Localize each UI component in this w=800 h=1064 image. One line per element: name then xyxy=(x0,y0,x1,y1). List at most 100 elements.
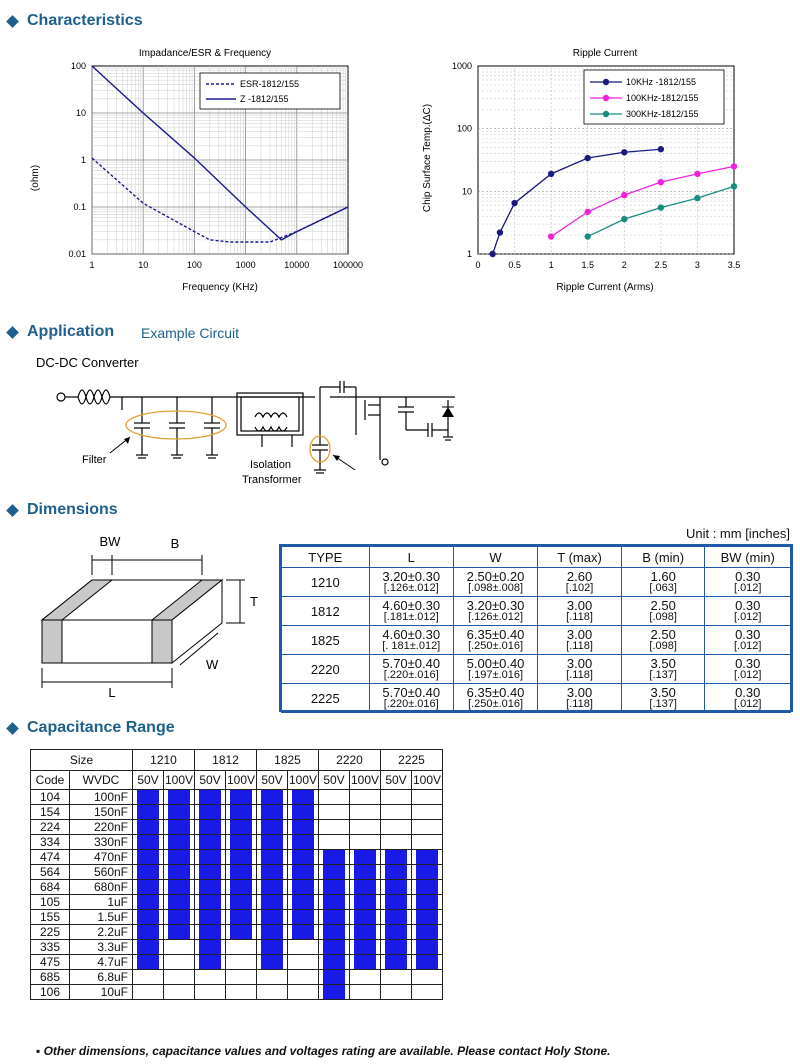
label-b: B xyxy=(171,536,180,551)
available-cell xyxy=(163,849,195,865)
y-axis-label: (ohm) xyxy=(30,165,41,191)
label-w: W xyxy=(206,657,219,672)
value-cell: 100nF xyxy=(69,789,133,805)
unit-note: Unit : mm [inches] xyxy=(685,526,790,541)
available-cell xyxy=(411,924,443,940)
availability-bar xyxy=(137,820,159,834)
available-cell xyxy=(318,984,350,1000)
available-cell xyxy=(380,909,412,925)
code-cell: 335 xyxy=(30,939,70,955)
empty-cell xyxy=(256,969,288,985)
y-tick-label: 10 xyxy=(76,108,86,118)
legend-label: 10KHz -1812/155 xyxy=(626,77,696,87)
empty-cell xyxy=(349,789,381,805)
value-cell: 330nF xyxy=(69,834,133,850)
available-cell xyxy=(349,909,381,925)
inch-value: [.118] xyxy=(566,698,593,710)
y-tick-label: 10 xyxy=(462,186,472,196)
chip-dimension-diagram: BW B T W L xyxy=(40,534,258,700)
inch-value: [.126±.012] xyxy=(383,582,439,594)
x-tick-label: 3 xyxy=(695,260,700,270)
isolation-label: Isolation xyxy=(250,459,291,471)
dim-value-cell: 2.50±0.20 [.098±.008] xyxy=(452,567,539,597)
inch-value: [.012] xyxy=(733,640,762,652)
mm-value: 3.50 xyxy=(650,656,676,671)
availability-bar xyxy=(199,865,221,879)
empty-cell xyxy=(132,984,164,1000)
empty-cell xyxy=(287,939,319,955)
inch-value: [.250±.016] xyxy=(468,698,524,710)
availability-bar xyxy=(261,850,283,864)
empty-cell xyxy=(225,969,257,985)
size-label: Size xyxy=(30,749,133,771)
table-row: 334 330nF xyxy=(30,834,443,850)
availability-bar xyxy=(199,880,221,894)
available-cell xyxy=(163,909,195,925)
available-cell xyxy=(194,894,226,910)
inch-value: [.220±.016] xyxy=(383,698,439,710)
availability-bar xyxy=(292,865,314,879)
available-cell xyxy=(287,819,319,835)
voltage-header: 100V xyxy=(349,770,381,790)
inch-value: [.012] xyxy=(733,582,762,594)
mm-value: 2.50±0.20 xyxy=(466,569,525,584)
availability-bar xyxy=(168,895,190,909)
empty-cell xyxy=(349,819,381,835)
legend-marker xyxy=(602,94,610,102)
availability-bar xyxy=(137,790,159,804)
available-cell xyxy=(318,894,350,910)
data-point xyxy=(694,194,701,202)
size-header: 2220 xyxy=(318,749,381,771)
availability-bar xyxy=(199,835,221,849)
availability-bar xyxy=(137,910,159,924)
code-cell: 155 xyxy=(30,909,70,925)
table-row: 474 470nF xyxy=(30,849,443,865)
mm-value: 3.00 xyxy=(566,656,593,671)
inch-value: [.118] xyxy=(566,611,593,623)
value-cell: 560nF xyxy=(69,864,133,880)
available-cell xyxy=(411,864,443,880)
availability-bar xyxy=(323,940,345,954)
inch-value: [.098±.008] xyxy=(468,582,524,594)
value-cell: 10uF xyxy=(69,984,133,1000)
type-cell: 2220 xyxy=(281,654,370,684)
diamond-icon xyxy=(6,503,19,517)
x-tick-label: 2 xyxy=(622,260,627,270)
available-cell xyxy=(194,849,226,865)
availability-bar xyxy=(292,850,314,864)
available-cell xyxy=(132,864,164,880)
available-cell xyxy=(349,849,381,865)
legend-label: 100KHz-1812/155 xyxy=(626,93,699,103)
dim-value-cell: 3.50 [.137] xyxy=(620,683,706,713)
inch-value: [.250±.016] xyxy=(468,640,524,652)
inch-value: [.220±.016] xyxy=(383,669,439,681)
empty-cell xyxy=(380,804,412,820)
dim-value-cell: 1.60 [.063] xyxy=(620,567,706,597)
filter-highlight xyxy=(125,410,227,440)
availability-bar xyxy=(137,850,159,864)
available-cell xyxy=(163,804,195,820)
available-cell xyxy=(256,819,288,835)
availability-bar xyxy=(137,925,159,939)
series-line xyxy=(550,165,735,238)
empty-cell xyxy=(380,984,412,1000)
table-row: 224 220nF xyxy=(30,819,443,835)
empty-cell xyxy=(380,969,412,985)
availability-bar xyxy=(261,865,283,879)
empty-cell xyxy=(411,819,443,835)
availability-bar xyxy=(292,895,314,909)
empty-cell xyxy=(287,984,319,1000)
availability-bar xyxy=(354,895,376,909)
available-cell xyxy=(132,894,164,910)
dim-value-cell: 6.35±0.40 [.250±.016] xyxy=(452,683,539,713)
mm-value: 1.60 xyxy=(650,569,676,584)
availability-bar xyxy=(168,910,190,924)
empty-cell xyxy=(225,939,257,955)
availability-bar xyxy=(354,940,376,954)
available-cell xyxy=(318,909,350,925)
mm-value: 5.70±0.40 xyxy=(382,685,441,700)
available-cell xyxy=(380,894,412,910)
y-tick-label: 1 xyxy=(81,155,86,165)
dim-value-cell: 3.00 [.118] xyxy=(537,596,622,626)
mm-value: 6.35±0.40 xyxy=(466,685,525,700)
